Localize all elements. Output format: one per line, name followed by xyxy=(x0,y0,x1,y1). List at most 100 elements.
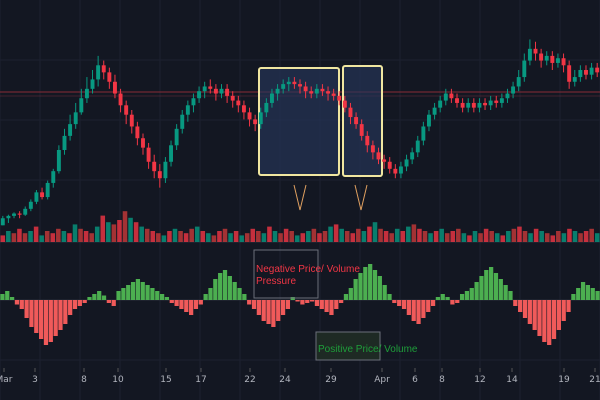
arrow-down-icon xyxy=(293,184,307,211)
pressure-bar xyxy=(435,297,441,300)
candle-body xyxy=(567,65,572,82)
negative-pressure-annotation: Negative Price/ Volume Pressure xyxy=(253,249,360,299)
candle-body xyxy=(544,55,549,61)
volume-bar xyxy=(161,235,167,242)
volume-bar xyxy=(144,228,150,242)
candle-body xyxy=(270,93,274,103)
candle-body xyxy=(432,107,437,115)
volume-bar xyxy=(511,228,517,242)
candle-body xyxy=(56,150,61,172)
pressure-bar xyxy=(256,300,261,315)
candle-body xyxy=(348,107,353,118)
volume-bar xyxy=(250,228,256,242)
candle-body xyxy=(258,112,263,125)
pressure-bar xyxy=(353,279,358,300)
candle-body xyxy=(73,112,78,125)
candle-body xyxy=(533,48,538,54)
pressure-bar xyxy=(382,285,387,300)
candle-body xyxy=(589,67,594,75)
volume-bar xyxy=(472,231,478,242)
candle-body xyxy=(477,102,482,108)
pressure-bar xyxy=(227,276,232,300)
pressure-bar xyxy=(179,300,184,309)
pressure-bar xyxy=(556,300,561,330)
volume-bar xyxy=(522,231,528,242)
volume-bar xyxy=(422,231,428,242)
volume-bar xyxy=(117,220,122,242)
volume-bar xyxy=(6,231,11,242)
volume-bar xyxy=(94,226,100,242)
candle-body xyxy=(141,138,145,148)
pressure-bar xyxy=(397,300,402,306)
volume-bar xyxy=(550,235,556,242)
candle-body xyxy=(466,102,471,108)
candle-body xyxy=(354,117,359,125)
volume-bar xyxy=(233,231,239,242)
x-tick-label: 6 xyxy=(412,375,418,385)
pressure-bar xyxy=(469,288,474,300)
pressure-bar xyxy=(368,264,373,300)
candle-body xyxy=(129,114,134,127)
pressure-bar xyxy=(155,291,160,300)
candle-body xyxy=(488,100,493,106)
candle-body xyxy=(202,86,207,92)
candle-body xyxy=(236,100,241,106)
x-tick-label: 19 xyxy=(558,375,570,385)
candle-body xyxy=(421,126,426,141)
pressure-bar xyxy=(551,300,557,339)
x-tick-label: 22 xyxy=(244,375,255,385)
x-tick-label: 12 xyxy=(474,375,485,385)
pressure-bar xyxy=(440,294,445,300)
candle-body xyxy=(213,88,218,94)
pressure-bar xyxy=(377,276,382,300)
volume-bar xyxy=(122,211,128,242)
pressure-bar xyxy=(63,300,68,324)
volume-bar xyxy=(461,233,467,242)
volume-bar xyxy=(544,233,550,242)
volume-bar xyxy=(317,233,322,242)
highlight-boxes xyxy=(258,65,383,177)
volume-bar xyxy=(261,233,267,242)
candle-body xyxy=(483,102,488,106)
volume-bar xyxy=(594,233,600,242)
volume-bar xyxy=(344,231,350,242)
candle-body xyxy=(180,114,185,129)
volume-bar xyxy=(256,231,261,242)
volume-bar xyxy=(211,235,217,242)
candle-body xyxy=(337,95,342,101)
pressure-bar xyxy=(401,300,407,309)
candle-body xyxy=(28,201,33,209)
pressure-bar xyxy=(329,300,334,315)
pressure-bar xyxy=(319,300,324,309)
volume-bar xyxy=(172,228,178,242)
volume-bar xyxy=(494,233,500,242)
pressure-bar xyxy=(232,282,237,300)
volume-bar xyxy=(222,228,228,242)
volume-bar xyxy=(556,231,561,242)
pressure-bar xyxy=(111,300,116,306)
volume-bar xyxy=(50,233,56,242)
candle-body xyxy=(410,152,415,160)
volume-bar xyxy=(100,215,106,242)
pressure-bar xyxy=(101,295,107,300)
volume-bar xyxy=(528,233,533,242)
pressure-bar xyxy=(295,300,300,302)
volume-bar xyxy=(239,235,244,242)
pressure-bar xyxy=(9,297,15,300)
volume-bar xyxy=(283,228,289,242)
pressure-bar xyxy=(164,297,170,300)
pressure-bar xyxy=(566,300,571,312)
volume-bar xyxy=(206,233,211,242)
pressure-bar xyxy=(426,300,431,312)
candle-body xyxy=(499,98,504,103)
candle-body xyxy=(163,161,168,179)
candle-body xyxy=(40,192,45,198)
candle-body xyxy=(427,114,431,127)
pressure-bar xyxy=(208,288,213,300)
pressure-bar xyxy=(121,288,126,300)
pressure-bar xyxy=(450,300,455,305)
pressure-bar xyxy=(305,300,310,303)
volume-bar xyxy=(350,233,356,242)
volume-bar xyxy=(67,233,72,242)
volume-bar xyxy=(306,231,311,242)
